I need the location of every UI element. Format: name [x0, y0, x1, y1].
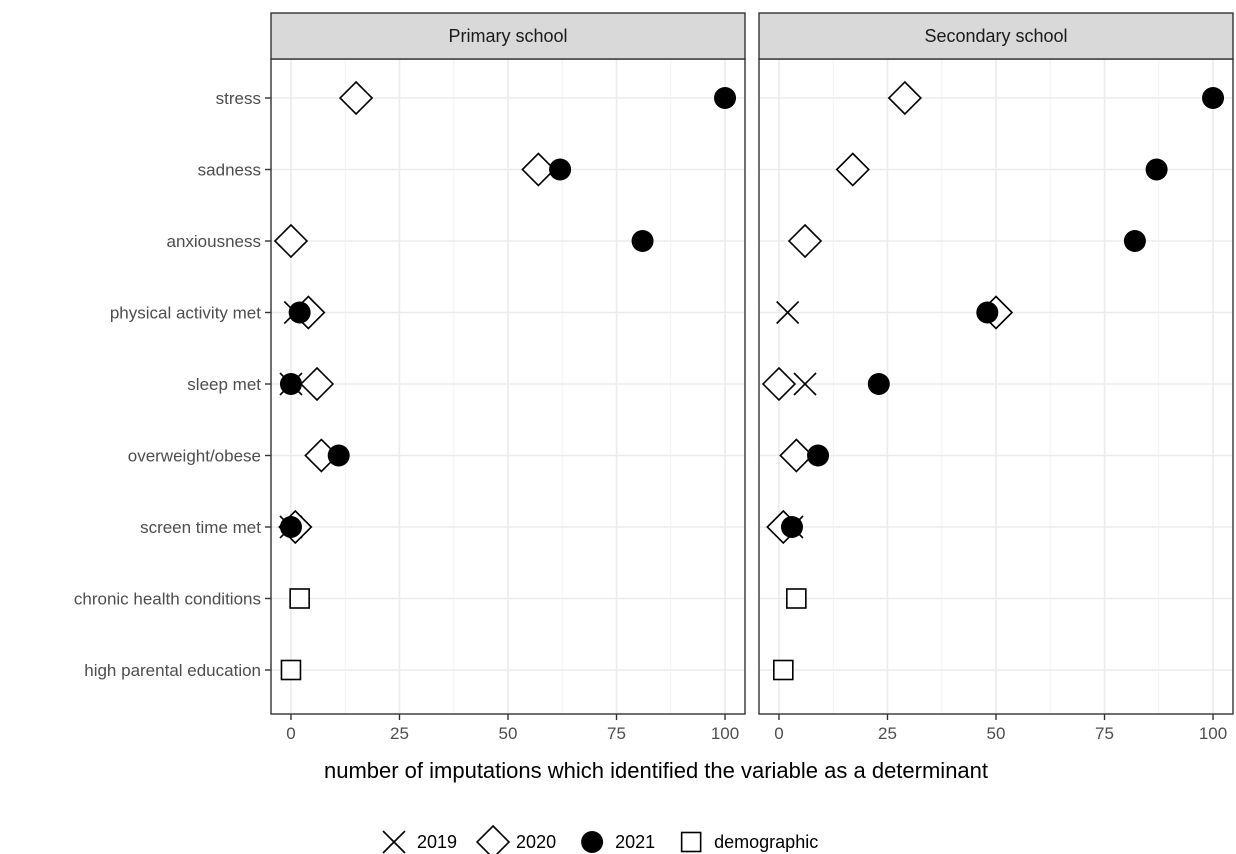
point-2021-screen-time-met [780, 516, 803, 538]
x-axis-ticks: 0 25 50 75 100 [774, 714, 1227, 743]
y-tick-label-sadness: sadness [198, 161, 261, 180]
legend-item-2019: 2019 [382, 830, 457, 854]
y-tick-label-stress: stress [216, 89, 261, 108]
point-2021-sleep-met [279, 373, 302, 395]
x-tick-label: 0 [286, 724, 295, 743]
point-2021-anxiousness [631, 230, 654, 252]
legend-key-2021 [581, 831, 604, 853]
y-axis: stress sadness anxiousness physical activit… [74, 89, 271, 680]
y-tick-label-overweight-obese: overweight/obese [128, 447, 261, 466]
y-tick-label-screen-time-met: screen time met [140, 518, 261, 537]
point-demographic-high-parental-education [280, 659, 302, 681]
point-2021-stress [714, 87, 737, 109]
panel-primary-school: Primary school 0 25 50 75 100 [270, 12, 746, 743]
y-tick-label-sleep-met: sleep met [187, 375, 261, 394]
legend-item-2021: 2021 [581, 831, 655, 853]
y-tick-label-physical-activity-met: physical activity met [110, 304, 261, 323]
x-tick-label: 100 [1199, 724, 1227, 743]
x-tick-label: 50 [499, 724, 518, 743]
legend-label-2021: 2021 [615, 832, 655, 852]
x-axis-title: number of imputations which identified t… [324, 758, 988, 783]
point-demographic-chronic-health-conditions [786, 588, 807, 609]
point-demographic-chronic-health-conditions [289, 588, 310, 609]
point-2020-sadness [521, 152, 556, 187]
legend-label-2020: 2020 [516, 832, 556, 852]
point-2021-overweight-obese [807, 444, 830, 467]
y-tick-label-high-parental-education: high parental education [84, 661, 261, 680]
point-2019-physical-activity-met [776, 300, 800, 325]
point-2021-stress [1202, 87, 1225, 109]
legend-key-2019 [382, 830, 406, 854]
point-2021-sadness [1145, 158, 1168, 181]
x-tick-label: 75 [607, 724, 626, 743]
legend-item-2020: 2020 [475, 824, 556, 854]
point-2020-overweight-obese [779, 438, 814, 473]
point-2020-anxiousness [787, 223, 823, 259]
legend-label-2019: 2019 [417, 832, 457, 852]
point-2021-physical-activity-met [288, 301, 311, 324]
panel-secondary-school: Secondary school 0 25 50 75 100 [758, 12, 1234, 743]
point-2020-sadness [835, 152, 870, 187]
facet-strip [758, 12, 1234, 60]
point-2020-anxiousness [273, 223, 309, 259]
legend-label-demographic: demographic [714, 832, 818, 852]
legend: 2019 2020 2021 demographic [382, 824, 818, 854]
facet-strip [270, 12, 746, 60]
point-2020-sleep-met [761, 366, 797, 402]
point-2021-physical-activity-met [976, 301, 999, 324]
data-points [273, 80, 737, 681]
legend-key-demographic [680, 831, 702, 853]
facet-strip-label: Secondary school [924, 26, 1067, 46]
x-tick-label: 25 [878, 724, 897, 743]
x-tick-label: 25 [390, 724, 409, 743]
point-2020-sleep-met [299, 366, 335, 402]
point-2021-sadness [549, 158, 572, 181]
point-demographic-high-parental-education [773, 659, 794, 681]
legend-item-demographic: demographic [680, 831, 818, 853]
point-2021-sleep-met [867, 373, 890, 395]
point-2021-anxiousness [1123, 230, 1146, 252]
x-tick-label: 100 [711, 724, 739, 743]
y-tick-label-chronic-health-conditions: chronic health conditions [74, 590, 261, 609]
facet-strip-label: Primary school [448, 26, 567, 46]
point-2021-screen-time-met [279, 516, 302, 538]
x-tick-label: 50 [987, 724, 1006, 743]
x-tick-label: 0 [774, 724, 783, 743]
point-2021-overweight-obese [327, 444, 350, 467]
point-2019-sleep-met [793, 372, 817, 396]
point-2020-stress [338, 80, 374, 116]
data-points [761, 80, 1225, 681]
x-axis-ticks: 0 25 50 75 100 [286, 714, 739, 743]
legend-key-2020 [475, 824, 511, 854]
point-2020-stress [887, 80, 922, 116]
x-tick-label: 75 [1095, 724, 1114, 743]
y-tick-label-anxiousness: anxiousness [166, 232, 261, 251]
